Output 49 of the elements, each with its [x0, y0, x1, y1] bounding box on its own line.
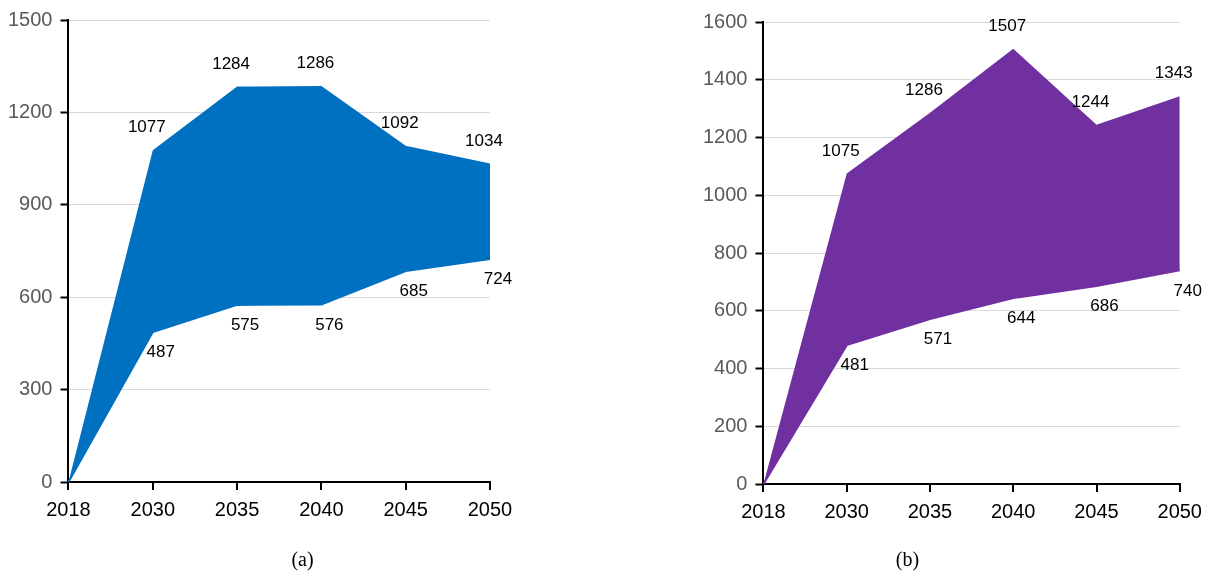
x-tick-label: 2030	[130, 497, 176, 520]
y-tick-label: 900	[19, 192, 53, 215]
data-label: 576	[315, 314, 344, 334]
y-tick-label: 600	[714, 298, 748, 321]
x-tick-label: 2050	[467, 497, 513, 520]
data-label: 1343	[1154, 63, 1193, 83]
x-tick-label: 2040	[991, 499, 1036, 522]
y-tick-label: 1600	[702, 9, 748, 32]
y-tick-label: 300	[19, 377, 53, 400]
y-tick-label: 400	[714, 356, 748, 379]
data-label: 644	[1007, 308, 1036, 328]
data-label: 481	[840, 355, 869, 375]
data-label: 487	[146, 342, 175, 362]
data-label: 1286	[296, 53, 335, 73]
x-tick-label: 2045	[1074, 499, 1119, 522]
data-label: 1077	[127, 117, 166, 137]
x-tick-label: 2035	[214, 497, 260, 520]
y-tick-label: 1400	[702, 67, 748, 90]
x-tick-label: 2035	[907, 499, 953, 522]
data-label: 686	[1090, 296, 1119, 316]
data-label: 685	[399, 281, 428, 301]
data-label: 1286	[905, 79, 943, 99]
y-tick-label: 600	[19, 284, 53, 307]
x-tick-label: 2045	[383, 497, 428, 520]
data-label: 571	[923, 329, 953, 349]
y-tick-label: 200	[714, 413, 748, 436]
x-tick-label: 2030	[824, 499, 869, 522]
y-tick-label: 1500	[7, 7, 53, 30]
y-tick-label: 1000	[702, 182, 748, 205]
data-label: 1075	[821, 140, 860, 160]
text: (b)	[894, 548, 921, 571]
x-tick-label: 2018	[46, 497, 91, 520]
data-label: 1284	[212, 53, 251, 73]
data-label: 1244	[1071, 91, 1110, 111]
data-label: 740	[1173, 280, 1202, 300]
x-tick-label: 2050	[1157, 499, 1202, 522]
y-tick-label: 800	[714, 240, 748, 263]
x-tick-label: 2018	[741, 499, 786, 522]
data-label: 1034	[465, 130, 503, 150]
y-tick-label: 0	[736, 471, 748, 494]
y-tick-label: 0	[41, 469, 53, 492]
data-label: 1092	[380, 112, 419, 132]
x-tick-label: 2040	[299, 497, 344, 520]
text: (a)	[290, 548, 315, 571]
data-label: 1507	[988, 16, 1027, 36]
y-tick-label: 1200	[702, 125, 748, 148]
data-label: 575	[230, 315, 260, 335]
data-label: 724	[483, 269, 513, 289]
y-tick-label: 1200	[7, 99, 53, 122]
